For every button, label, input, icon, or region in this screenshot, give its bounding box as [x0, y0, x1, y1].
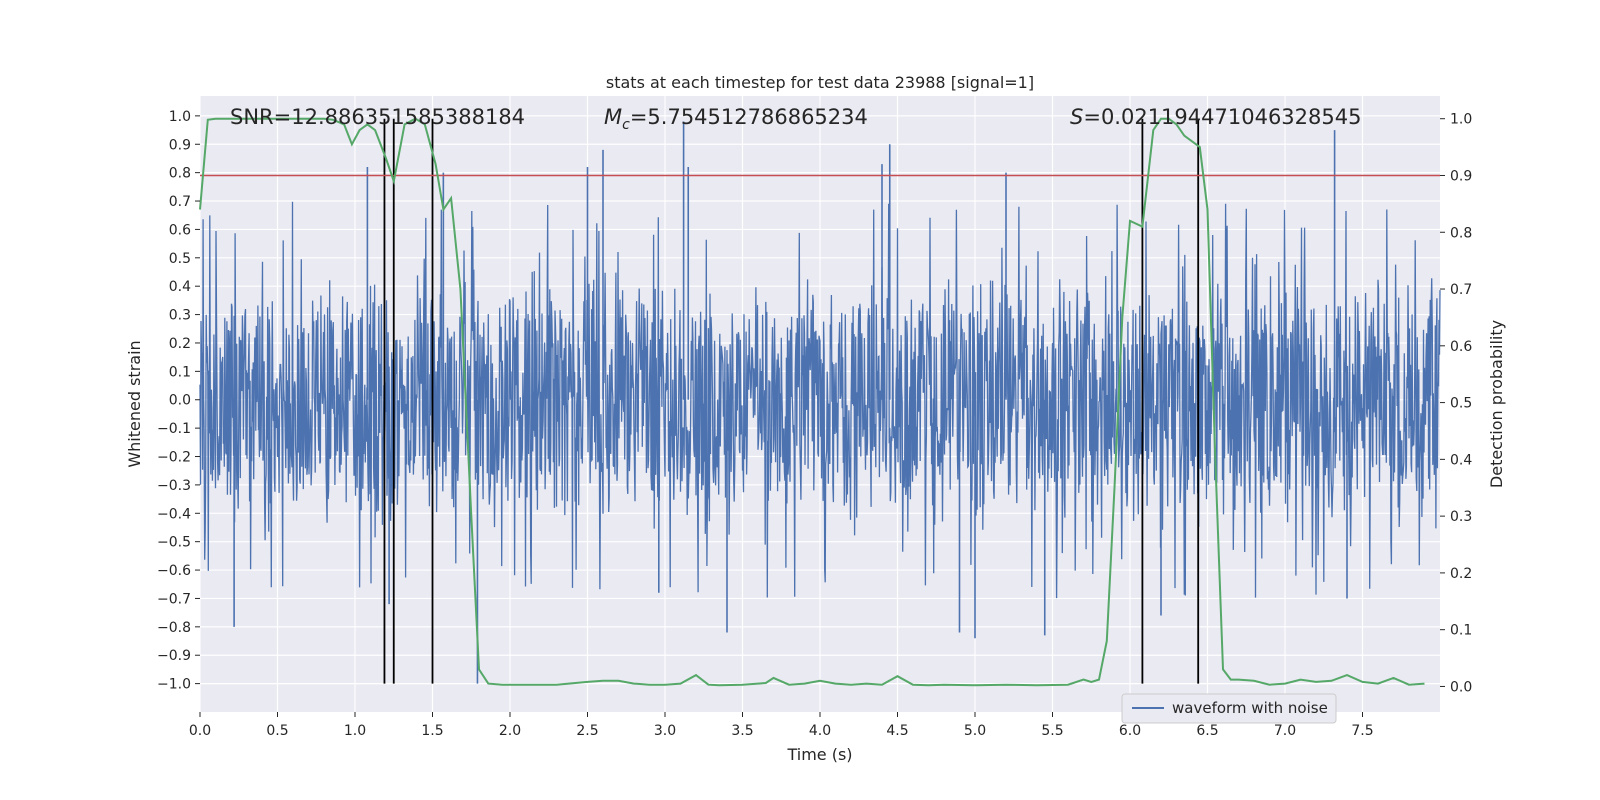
x-tick-label-0: 0.0	[189, 723, 211, 739]
s-value: =0.021194471046328545	[1083, 105, 1361, 129]
x-tick-label-1: 0.5	[266, 723, 288, 739]
x-tick-label-9: 4.5	[886, 723, 908, 739]
waveform-series	[199, 121, 1441, 684]
x-tick-label-6: 3.0	[654, 723, 676, 739]
x-tick-label-8: 4.0	[809, 723, 831, 739]
y2-tick-label-8: 0.2	[1450, 566, 1472, 582]
y2-axis-ticks: 1.0 0.9 0.8 0.7 0.6 0.5 0.4 0.3 0.2 0.1 0.0	[1440, 112, 1472, 695]
y-tick-label-14: −0.4	[157, 506, 191, 522]
x-tick-label-11: 5.5	[1041, 723, 1063, 739]
legend-box	[1121, 693, 1337, 724]
x-tick-label-5: 2.5	[576, 723, 598, 739]
x-axis-label: Time (s)	[786, 745, 852, 764]
y-tick-label-19: −0.9	[157, 648, 191, 664]
vertical-markers	[383, 118, 1200, 684]
y-tick-label-7: 0.3	[169, 308, 191, 324]
y-tick-label-9: 0.1	[169, 364, 191, 380]
y2-tick-label-6: 0.4	[1450, 452, 1472, 468]
y2-tick-label-4: 0.6	[1450, 339, 1472, 355]
x-tick-label-2: 1.0	[344, 723, 366, 739]
y-tick-label-11: −0.1	[157, 421, 191, 437]
x-tick-label-10: 5.0	[964, 723, 986, 739]
snr-annotation: SNR=12.886351585388184	[230, 105, 525, 129]
y-tick-label-18: −0.8	[157, 620, 191, 636]
legend-label: waveform with noise	[1172, 699, 1328, 717]
y-tick-label-12: −0.2	[157, 450, 191, 466]
y-tick-label-17: −0.7	[157, 591, 191, 607]
chirp-mass-value: =5.754512786865234	[630, 105, 868, 129]
y2-tick-label-10: 0.0	[1450, 679, 1472, 695]
probability-series	[199, 117, 1425, 687]
waveform-line	[199, 201, 1441, 599]
y-tick-label-15: −0.5	[157, 535, 191, 551]
chirp-mass-annotation: Mc=5.754512786865234	[604, 105, 868, 133]
y2-tick-label-1: 0.9	[1450, 168, 1472, 184]
x-tick-label-4: 2.0	[499, 723, 521, 739]
s-symbol: S	[1070, 105, 1083, 129]
probability-line	[199, 117, 1425, 687]
y-axis-ticks: 1.0 0.9 0.8 0.7 0.6 0.5 0.4 0.3 0.2 0.1 0.0 −0.1 −0.…	[157, 109, 200, 693]
y-tick-label-10: 0.0	[169, 393, 191, 409]
chirp-mass-symbol: M	[604, 105, 622, 129]
y-tick-label-3: 0.7	[169, 194, 191, 210]
y-tick-label-0: 1.0	[169, 109, 191, 125]
x-tick-label-13: 6.5	[1196, 723, 1218, 739]
x-tick-label-14: 7.0	[1274, 723, 1296, 739]
s-annotation: S=0.021194471046328545	[1070, 105, 1361, 129]
y2-tick-label-3: 0.7	[1450, 282, 1472, 298]
legend: waveform with noise	[1121, 693, 1337, 724]
y2-tick-label-5: 0.5	[1450, 396, 1472, 412]
y2-tick-label-9: 0.1	[1450, 623, 1472, 639]
y2-tick-label-2: 0.8	[1450, 225, 1472, 241]
y-tick-label-4: 0.6	[169, 222, 191, 238]
x-tick-label-15: 7.5	[1351, 723, 1373, 739]
y-axis-label: Whitened strain	[125, 340, 144, 467]
y2-axis-label: Detection probability	[1487, 320, 1506, 488]
y2-tick-label-7: 0.3	[1450, 509, 1472, 525]
x-tick-label-3: 1.5	[421, 723, 443, 739]
x-tick-label-7: 3.5	[731, 723, 753, 739]
y-tick-label-2: 0.8	[169, 166, 191, 182]
y-tick-label-20: −1.0	[157, 677, 191, 693]
y-tick-label-8: 0.2	[169, 336, 191, 352]
y-tick-label-16: −0.6	[157, 563, 191, 579]
y2-tick-label-0: 1.0	[1450, 112, 1472, 128]
chart-title: stats at each timestep for test data 239…	[606, 73, 1034, 92]
y-tick-label-13: −0.3	[157, 478, 191, 494]
y-tick-label-5: 0.5	[169, 251, 191, 267]
y-tick-label-1: 0.9	[169, 137, 191, 153]
x-axis-ticks: 0.0 0.5 1.0 1.5 2.0 2.5 3.0 3.5 4.0 4.5 5.0 5.5 6.0 6…	[189, 712, 1374, 739]
chirp-mass-subscript: c	[622, 117, 630, 133]
x-tick-label-12: 6.0	[1119, 723, 1141, 739]
y-tick-label-6: 0.4	[169, 279, 191, 295]
